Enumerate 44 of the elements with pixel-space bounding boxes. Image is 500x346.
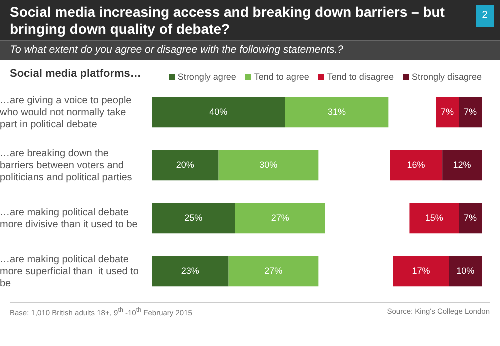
bar — [390, 150, 443, 181]
data-label: 10% — [456, 266, 475, 276]
data-label: 27% — [271, 212, 290, 223]
bar — [228, 256, 319, 287]
bar — [218, 150, 319, 181]
data-label: 25% — [184, 212, 203, 223]
bar — [152, 97, 286, 128]
y-axis-title: Social media platforms… — [10, 68, 142, 80]
data-label: 15% — [425, 212, 444, 223]
legend-label: Tend to agree — [254, 72, 310, 82]
bar — [152, 256, 229, 287]
bar — [459, 97, 482, 128]
legend-label: Strongly disagree — [412, 72, 482, 82]
data-label: 23% — [181, 266, 200, 276]
legend-label: Strongly agree — [178, 72, 236, 82]
y-tick-label: …are making political debate more superficial than it used to be — [0, 254, 140, 290]
data-label: 20% — [176, 160, 194, 170]
bar — [459, 203, 482, 234]
bar — [449, 256, 482, 287]
bar — [152, 150, 219, 181]
data-label: 16% — [407, 160, 426, 170]
data-label: 7% — [440, 106, 454, 117]
chart-subtitle: To what extent do you agree or disagree with the following statements.? — [0, 40, 500, 60]
data-label: 7% — [464, 106, 478, 117]
data-label: 7% — [464, 212, 478, 223]
data-label: 40% — [210, 106, 228, 117]
bar — [393, 256, 450, 287]
bar — [410, 203, 459, 234]
bar — [442, 150, 482, 181]
data-label: 12% — [453, 160, 472, 170]
data-label: 31% — [328, 106, 346, 117]
bar — [152, 203, 236, 234]
bar — [436, 97, 459, 128]
data-label: 27% — [264, 266, 283, 276]
y-tick-label: …are breaking down the barriers between voters and politicians and political parties — [0, 148, 132, 184]
data-label: 17% — [412, 266, 430, 276]
y-tick-label: …are making political debate more divisive than it used to be — [0, 207, 138, 230]
bar — [285, 97, 389, 128]
legend-label: Tend to disagree — [327, 72, 394, 82]
bar — [235, 203, 326, 234]
chart-title: Social media increasing access and breaking down barriers – but bringing down quality of debate? — [10, 4, 445, 37]
data-label: 30% — [260, 160, 278, 170]
y-tick-label: …are giving a voice to people who would not normally take part in political debate — [0, 95, 132, 130]
text: 2 — [476, 5, 494, 27]
